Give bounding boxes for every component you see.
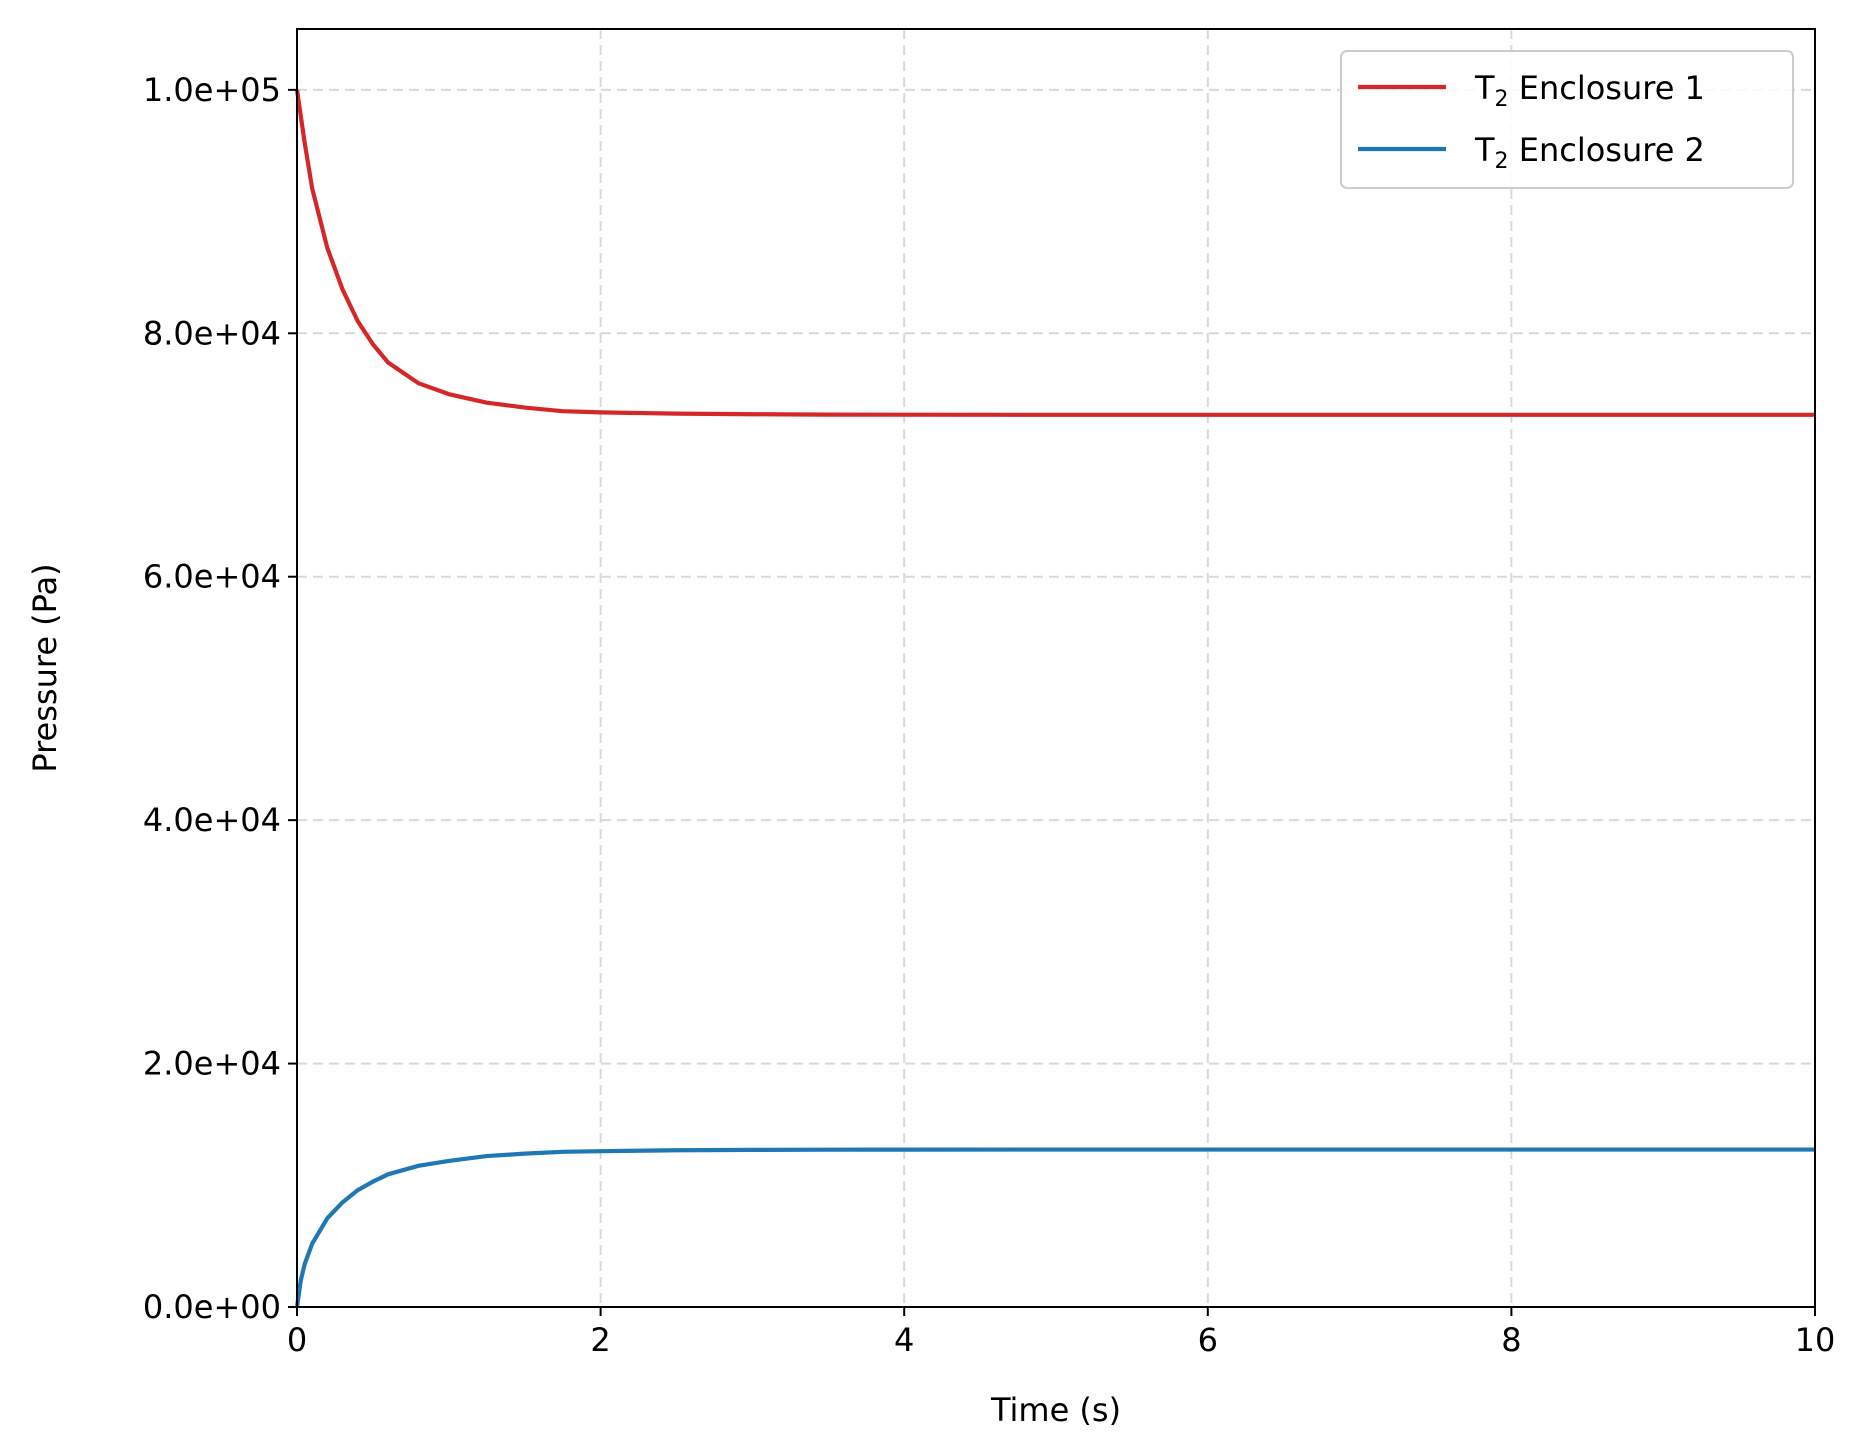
legend-label: T2 Enclosure 1 (1474, 69, 1705, 112)
y-tick-label: 2.0e+04 (143, 1045, 281, 1083)
grid (297, 29, 1815, 1307)
legend-box (1340, 50, 1794, 189)
legend-label: T2 Enclosure 2 (1474, 131, 1705, 174)
y-tick-label: 6.0e+04 (143, 558, 281, 596)
series-lines (294, 89, 1815, 1308)
x-axis-label: Time (s) (990, 1391, 1121, 1429)
x-tick-label: 0 (287, 1321, 307, 1359)
x-tick-label: 2 (590, 1321, 610, 1359)
y-axis-label: Pressure (Pa) (26, 563, 64, 772)
y-tick-label: 1.0e+05 (143, 71, 281, 109)
legend-label-subscript: 2 (1495, 87, 1509, 112)
axis-ticks: 0 2 4 6 8 10 0.0e+00 2.0e+04 4.0e+04 6.0e+04 8.0e+… (143, 71, 1835, 1359)
y-tick-label: 4.0e+04 (143, 801, 281, 839)
y-tick-label: 0.0e+00 (143, 1288, 281, 1326)
legend-label-subscript: 2 (1495, 149, 1509, 174)
legend-label-base: T (1474, 131, 1495, 169)
legend-label-base: T (1474, 69, 1495, 107)
legend-label-rest: Enclosure 1 (1509, 69, 1705, 107)
series-line (294, 89, 1815, 417)
x-tick-label: 10 (1795, 1321, 1836, 1359)
series-line (294, 1147, 1815, 1308)
x-tick-label: 4 (894, 1321, 914, 1359)
y-tick-label: 8.0e+04 (143, 314, 281, 352)
legend-label-rest: Enclosure 2 (1509, 131, 1705, 169)
legend: T2 Enclosure 1 T2 Enclosure 2 (1340, 50, 1794, 189)
x-tick-label: 8 (1501, 1321, 1521, 1359)
legend-entry: T2 Enclosure 2 (1358, 131, 1705, 174)
x-tick-label: 6 (1198, 1321, 1218, 1359)
legend-entry: T2 Enclosure 1 (1358, 69, 1705, 112)
plot-frame (296, 28, 1816, 1308)
